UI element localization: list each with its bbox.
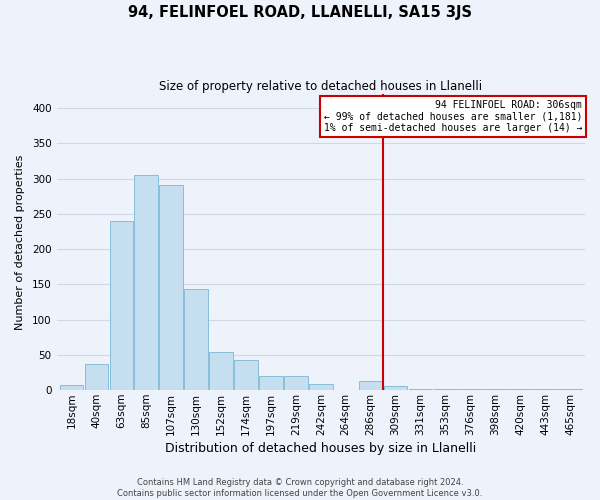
Bar [59,384,83,390]
Y-axis label: Number of detached properties: Number of detached properties [15,154,25,330]
Text: 94, FELINFOEL ROAD, LLANELLI, SA15 3JS: 94, FELINFOEL ROAD, LLANELLI, SA15 3JS [128,5,472,20]
Text: 94 FELINFOEL ROAD: 306sqm
← 99% of detached houses are smaller (1,181)
1% of sem: 94 FELINFOEL ROAD: 306sqm ← 99% of detac… [324,100,583,134]
Bar [384,386,407,390]
Bar [134,175,158,390]
Bar [359,381,382,390]
Bar [309,384,332,390]
Bar [184,290,208,390]
Bar [110,221,133,390]
Bar [234,360,258,390]
Bar [284,376,308,390]
Text: Contains HM Land Registry data © Crown copyright and database right 2024.
Contai: Contains HM Land Registry data © Crown c… [118,478,482,498]
X-axis label: Distribution of detached houses by size in Llanelli: Distribution of detached houses by size … [165,442,476,455]
Title: Size of property relative to detached houses in Llanelli: Size of property relative to detached ho… [159,80,482,93]
Bar [259,376,283,390]
Bar [85,364,108,390]
Bar [209,352,233,390]
Bar [160,185,183,390]
Bar [409,388,433,390]
